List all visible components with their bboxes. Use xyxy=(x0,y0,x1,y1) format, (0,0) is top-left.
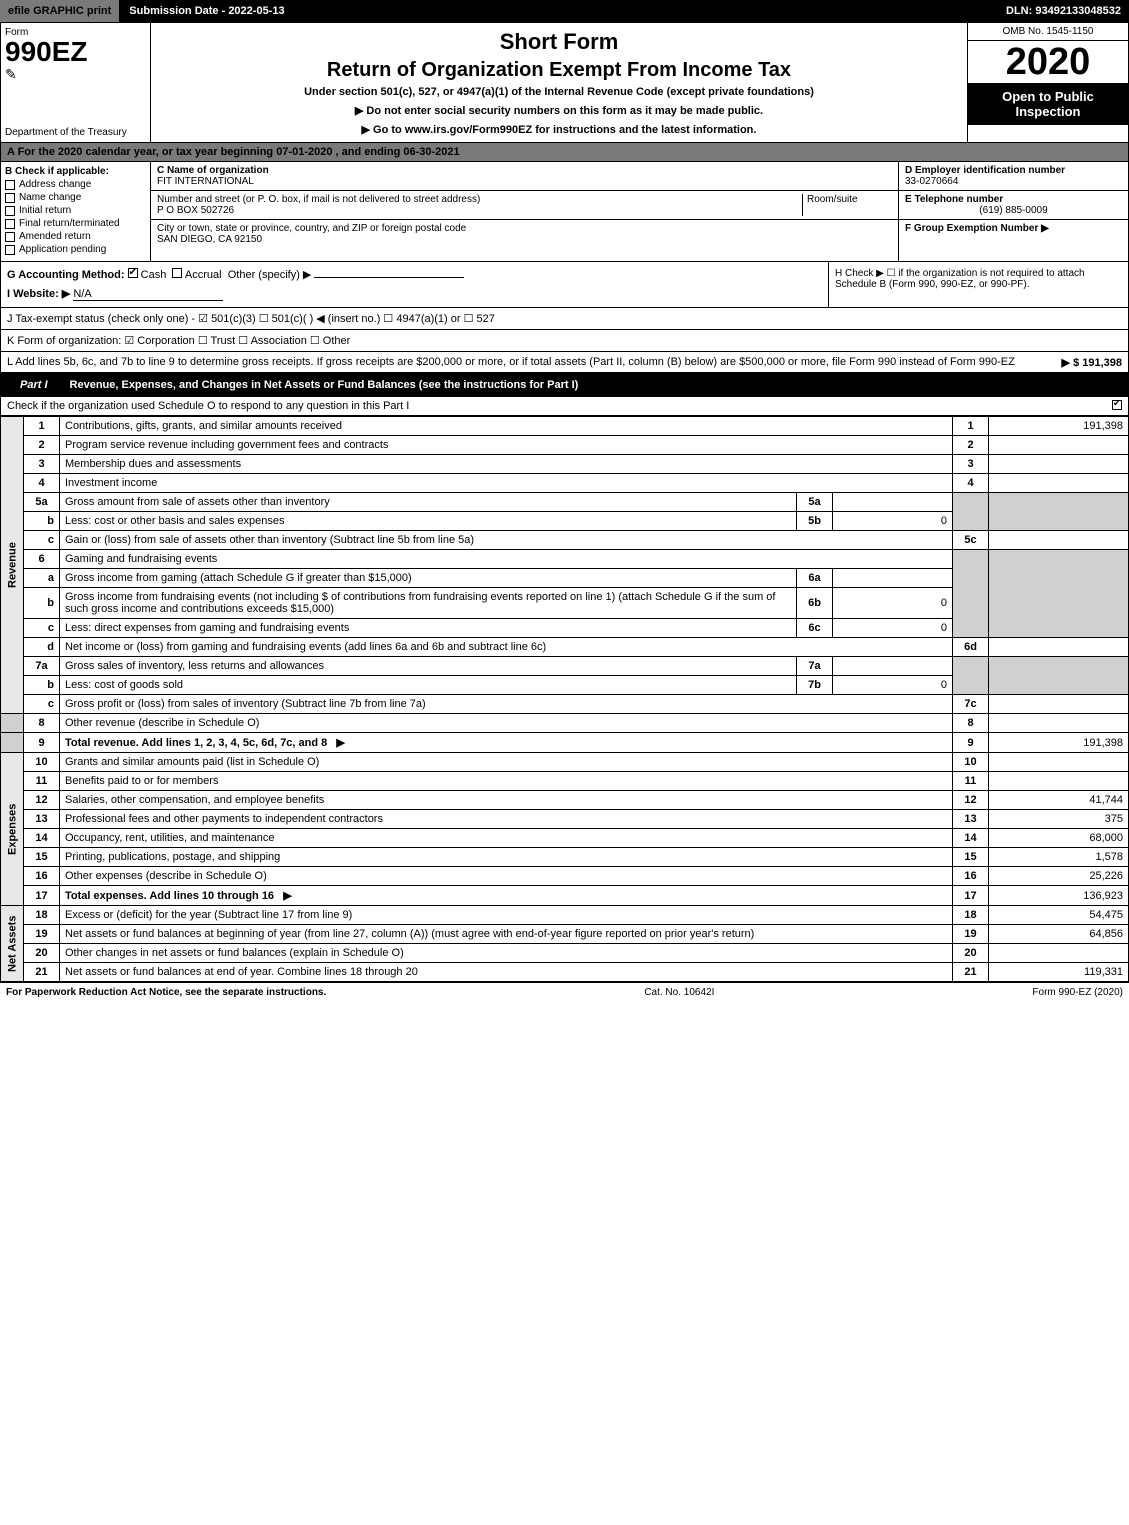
box-f-label: F Group Exemption Number ▶ xyxy=(905,223,1122,234)
row-4: 4Investment income4 xyxy=(1,474,1129,493)
row-19: 19Net assets or fund balances at beginni… xyxy=(1,925,1129,944)
row-10: Expenses 10Grants and similar amounts pa… xyxy=(1,753,1129,772)
footer-left: For Paperwork Reduction Act Notice, see … xyxy=(6,987,326,998)
part1-check-text: Check if the organization used Schedule … xyxy=(7,400,409,412)
row-15: 15Printing, publications, postage, and s… xyxy=(1,848,1129,867)
box-def: D Employer identification number 33-0270… xyxy=(898,162,1128,261)
box-e-label: E Telephone number xyxy=(905,194,1122,205)
box-c: C Name of organization FIT INTERNATIONAL… xyxy=(151,162,898,261)
line-j: J Tax-exempt status (check only one) - ☑… xyxy=(0,308,1129,330)
chk-application-pending[interactable]: Application pending xyxy=(5,244,146,255)
return-title: Return of Organization Exempt From Incom… xyxy=(157,59,961,82)
row-17: 17Total expenses. Add lines 10 through 1… xyxy=(1,886,1129,906)
header-left: Form 990EZ ✎ Department of the Treasury xyxy=(1,23,151,142)
part1-label: Part I xyxy=(8,377,60,393)
row-7c: cGross profit or (loss) from sales of in… xyxy=(1,695,1129,714)
row-5c: cGain or (loss) from sale of assets othe… xyxy=(1,531,1129,550)
line-i-label: I Website: ▶ xyxy=(7,288,70,300)
part1-schedule-o-check[interactable] xyxy=(1112,400,1122,410)
form-header: Form 990EZ ✎ Department of the Treasury … xyxy=(0,22,1129,143)
page-footer: For Paperwork Reduction Act Notice, see … xyxy=(0,982,1129,1002)
chk-accrual[interactable] xyxy=(172,268,182,278)
footer-mid: Cat. No. 10642I xyxy=(644,987,714,998)
row-20: 20Other changes in net assets or fund ba… xyxy=(1,944,1129,963)
box-b-title: B Check if applicable: xyxy=(5,166,146,177)
chk-cash[interactable] xyxy=(128,268,138,278)
org-name: FIT INTERNATIONAL xyxy=(157,176,892,187)
subtitle: Under section 501(c), 527, or 4947(a)(1)… xyxy=(157,86,961,98)
tax-year: 2020 xyxy=(968,41,1128,83)
row-6d: dNet income or (loss) from gaming and fu… xyxy=(1,638,1129,657)
row-16: 16Other expenses (describe in Schedule O… xyxy=(1,867,1129,886)
row-3: 3Membership dues and assessments3 xyxy=(1,455,1129,474)
line-i: I Website: ▶ N/A xyxy=(7,287,822,301)
other-specify-input[interactable] xyxy=(314,277,464,278)
line-l-amount: ▶ $ 191,398 xyxy=(1062,356,1122,369)
box-c-label: C Name of organization xyxy=(157,165,892,176)
room-suite-label: Room/suite xyxy=(802,194,892,216)
row-9: 9Total revenue. Add lines 1, 2, 3, 4, 5c… xyxy=(1,733,1129,753)
vtab-netassets: Net Assets xyxy=(1,906,24,982)
chk-amended-return[interactable]: Amended return xyxy=(5,231,146,242)
row-5a: 5aGross amount from sale of assets other… xyxy=(1,493,1129,512)
row-2: 2Program service revenue including gover… xyxy=(1,436,1129,455)
row-14: 14Occupancy, rent, utilities, and mainte… xyxy=(1,829,1129,848)
vtab-expenses: Expenses xyxy=(1,753,24,906)
chk-name-change[interactable]: Name change xyxy=(5,192,146,203)
gh-left: G Accounting Method: Cash Accrual Other … xyxy=(1,262,828,307)
row-12: 12Salaries, other compensation, and empl… xyxy=(1,791,1129,810)
info-grid: B Check if applicable: Address change Na… xyxy=(0,162,1129,262)
row-21: 21Net assets or fund balances at end of … xyxy=(1,963,1129,982)
row-13: 13Professional fees and other payments t… xyxy=(1,810,1129,829)
ssn-warning: ▶ Do not enter social security numbers o… xyxy=(157,104,961,117)
efile-topbar: efile GRAPHIC print Submission Date - 20… xyxy=(0,0,1129,22)
part1-title: Revenue, Expenses, and Changes in Net As… xyxy=(70,379,579,391)
row-11: 11Benefits paid to or for members11 xyxy=(1,772,1129,791)
chk-initial-return[interactable]: Initial return xyxy=(5,205,146,216)
gh-block: G Accounting Method: Cash Accrual Other … xyxy=(0,262,1129,308)
vtab-revenue: Revenue xyxy=(1,417,24,714)
header-center: Short Form Return of Organization Exempt… xyxy=(151,23,968,142)
box-b: B Check if applicable: Address change Na… xyxy=(1,162,151,261)
org-address: P O BOX 502726 xyxy=(157,205,802,216)
omb-number: OMB No. 1545-1150 xyxy=(968,23,1128,41)
row-7a: 7aGross sales of inventory, less returns… xyxy=(1,657,1129,676)
line-l: L Add lines 5b, 6c, and 7b to line 9 to … xyxy=(0,352,1129,373)
box-d-label: D Employer identification number xyxy=(905,165,1122,176)
dept-treasury: Department of the Treasury xyxy=(5,127,146,138)
phone-value: (619) 885-0009 xyxy=(905,205,1122,216)
chk-address-change[interactable]: Address change xyxy=(5,179,146,190)
row-6: 6Gaming and fundraising events xyxy=(1,550,1129,569)
part1-table: Revenue 1Contributions, gifts, grants, a… xyxy=(0,416,1129,982)
submission-date: Submission Date - 2022-05-13 xyxy=(121,0,292,22)
header-right: OMB No. 1545-1150 2020 Open to Public In… xyxy=(968,23,1128,142)
efile-print[interactable]: efile GRAPHIC print xyxy=(0,0,121,22)
short-form-title: Short Form xyxy=(157,29,961,55)
city-label: City or town, state or province, country… xyxy=(157,223,466,234)
line-g-label: G Accounting Method: xyxy=(7,269,125,281)
addr-label: Number and street (or P. O. box, if mail… xyxy=(157,194,802,205)
footer-right: Form 990-EZ (2020) xyxy=(1032,987,1123,998)
dln: DLN: 93492133048532 xyxy=(998,0,1129,22)
row-18: Net Assets 18Excess or (deficit) for the… xyxy=(1,906,1129,925)
website-value: N/A xyxy=(73,288,223,301)
line-g: G Accounting Method: Cash Accrual Other … xyxy=(7,268,822,281)
row-8: 8Other revenue (describe in Schedule O)8 xyxy=(1,714,1129,733)
row-1: Revenue 1Contributions, gifts, grants, a… xyxy=(1,417,1129,436)
chk-final-return[interactable]: Final return/terminated xyxy=(5,218,146,229)
topbar-spacer xyxy=(293,0,998,22)
ein-value: 33-0270664 xyxy=(905,176,1122,187)
line-k: K Form of organization: ☑ Corporation ☐ … xyxy=(0,330,1129,352)
section-a-period: A For the 2020 calendar year, or tax yea… xyxy=(0,143,1129,162)
goto-link[interactable]: ▶ Go to www.irs.gov/Form990EZ for instru… xyxy=(157,123,961,136)
part1-check-row: Check if the organization used Schedule … xyxy=(0,397,1129,416)
part1-header: Part I Revenue, Expenses, and Changes in… xyxy=(0,373,1129,397)
open-to-public: Open to Public Inspection xyxy=(968,83,1128,125)
line-l-text: L Add lines 5b, 6c, and 7b to line 9 to … xyxy=(7,356,1015,368)
form-number: 990EZ xyxy=(5,38,146,66)
line-h: H Check ▶ ☐ if the organization is not r… xyxy=(828,262,1128,307)
org-city: SAN DIEGO, CA 92150 xyxy=(157,234,466,245)
